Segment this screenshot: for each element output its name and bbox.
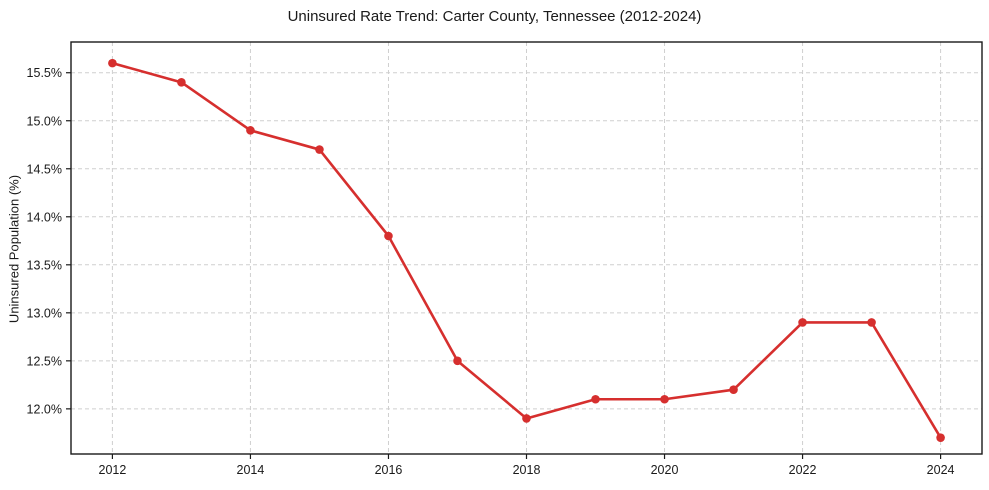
y-tick-label: 15.0% <box>27 114 62 128</box>
y-tick-label: 15.5% <box>27 66 62 80</box>
x-tick-label: 2016 <box>375 463 403 477</box>
data-point-marker <box>453 356 462 366</box>
x-tick-label: 2020 <box>651 463 679 477</box>
y-tick-label: 13.0% <box>27 306 62 320</box>
x-tick-label: 2014 <box>237 463 265 477</box>
y-tick-label: 12.5% <box>27 354 62 368</box>
data-point-marker <box>246 126 255 135</box>
data-point-marker <box>522 414 531 423</box>
data-point-marker <box>660 394 669 404</box>
chart-title: Uninsured Rate Trend: Carter County, Ten… <box>287 8 702 25</box>
data-point-marker <box>591 394 600 404</box>
x-tick-label: 2024 <box>927 463 955 477</box>
data-point-marker <box>798 318 807 327</box>
x-tick-label: 2018 <box>513 463 541 477</box>
x-tick-label: 2022 <box>789 463 817 477</box>
data-point-marker <box>936 433 945 442</box>
data-point-marker <box>315 145 324 154</box>
data-point-marker <box>867 318 876 327</box>
data-point-marker <box>729 385 738 394</box>
y-tick-label: 13.5% <box>27 258 62 272</box>
data-point-marker <box>384 231 393 241</box>
y-tick-label: 14.0% <box>27 210 62 224</box>
y-tick-label: 14.5% <box>27 162 62 176</box>
data-point-marker <box>108 58 117 68</box>
y-tick-label: 12.0% <box>27 402 62 416</box>
data-point-marker <box>177 78 186 87</box>
x-tick-label: 2012 <box>99 463 127 477</box>
